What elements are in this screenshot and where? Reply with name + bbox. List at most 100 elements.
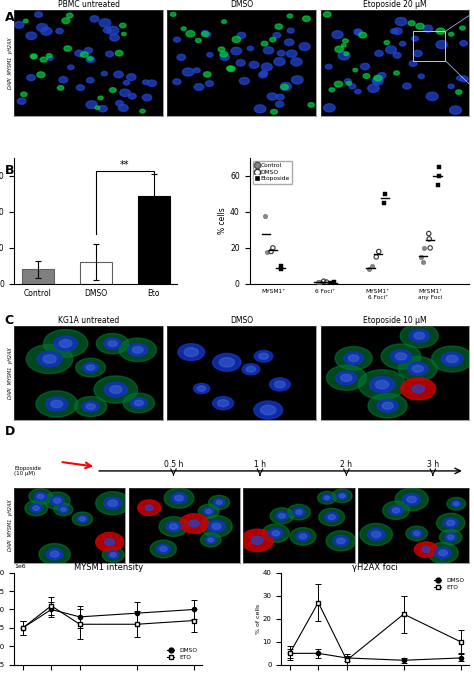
Circle shape [414, 531, 420, 535]
Circle shape [451, 500, 461, 507]
Circle shape [77, 515, 88, 522]
Circle shape [447, 497, 465, 510]
Circle shape [193, 383, 210, 394]
Circle shape [213, 396, 234, 410]
Circle shape [324, 496, 329, 500]
Circle shape [143, 80, 149, 84]
Circle shape [197, 386, 206, 391]
Circle shape [98, 96, 103, 100]
Circle shape [201, 32, 209, 36]
Circle shape [231, 47, 242, 55]
Circle shape [46, 397, 68, 411]
Circle shape [25, 500, 47, 516]
Y-axis label: % of cells: % of cells [256, 603, 261, 634]
Circle shape [206, 510, 211, 514]
Circle shape [261, 41, 268, 46]
Point [427, 242, 434, 253]
Circle shape [23, 20, 28, 23]
Circle shape [398, 356, 437, 381]
Circle shape [423, 25, 433, 32]
Circle shape [181, 27, 186, 30]
Bar [80, 263, 111, 284]
Circle shape [361, 63, 370, 70]
Circle shape [446, 355, 458, 362]
Circle shape [110, 553, 116, 557]
Circle shape [75, 50, 84, 57]
Circle shape [145, 505, 153, 510]
Circle shape [166, 521, 182, 532]
Circle shape [355, 89, 361, 94]
Circle shape [31, 55, 36, 59]
Circle shape [336, 371, 357, 385]
Circle shape [255, 350, 273, 362]
Circle shape [36, 24, 48, 32]
Circle shape [374, 76, 383, 83]
Circle shape [359, 32, 367, 38]
Point [368, 261, 375, 271]
Circle shape [271, 109, 277, 114]
Circle shape [438, 550, 447, 556]
Circle shape [75, 396, 107, 416]
Circle shape [88, 57, 93, 61]
Circle shape [178, 344, 205, 360]
Circle shape [96, 333, 129, 354]
Circle shape [72, 512, 92, 526]
Circle shape [378, 73, 386, 78]
Bar [413, 31, 446, 61]
Circle shape [59, 77, 68, 83]
Circle shape [40, 57, 47, 62]
Circle shape [274, 57, 285, 65]
Circle shape [344, 52, 348, 55]
Circle shape [338, 51, 350, 60]
Text: C: C [5, 314, 14, 327]
Circle shape [284, 39, 294, 46]
Circle shape [54, 498, 61, 503]
Circle shape [37, 494, 44, 499]
Circle shape [448, 32, 454, 36]
Circle shape [35, 11, 42, 18]
Circle shape [450, 106, 462, 114]
Circle shape [299, 43, 310, 51]
Circle shape [239, 78, 249, 84]
Circle shape [383, 502, 410, 520]
Circle shape [373, 78, 380, 83]
Circle shape [341, 44, 346, 47]
Circle shape [400, 324, 438, 348]
Circle shape [180, 514, 209, 533]
Circle shape [324, 104, 335, 112]
Circle shape [343, 39, 348, 43]
Circle shape [203, 72, 211, 77]
Circle shape [332, 489, 352, 503]
Circle shape [337, 492, 347, 500]
Text: B: B [5, 164, 14, 177]
Circle shape [456, 90, 462, 95]
Circle shape [101, 72, 107, 76]
Circle shape [33, 506, 39, 510]
Circle shape [27, 75, 35, 80]
Circle shape [119, 23, 126, 28]
Point [269, 242, 277, 253]
Point [323, 277, 330, 288]
Circle shape [82, 401, 99, 412]
Circle shape [123, 393, 155, 413]
Circle shape [354, 29, 362, 34]
Circle shape [409, 329, 429, 342]
Circle shape [441, 352, 463, 366]
Circle shape [232, 36, 241, 43]
Circle shape [82, 362, 99, 373]
Circle shape [412, 365, 423, 372]
Point [375, 246, 383, 257]
Circle shape [279, 514, 285, 518]
Circle shape [104, 338, 121, 349]
Circle shape [391, 350, 411, 363]
Circle shape [246, 367, 255, 372]
Circle shape [414, 542, 438, 558]
Circle shape [95, 106, 100, 109]
Circle shape [98, 105, 107, 112]
Circle shape [127, 74, 136, 80]
Circle shape [43, 355, 56, 363]
Circle shape [335, 346, 372, 370]
Circle shape [213, 499, 225, 506]
Circle shape [236, 59, 245, 66]
Circle shape [109, 34, 119, 41]
